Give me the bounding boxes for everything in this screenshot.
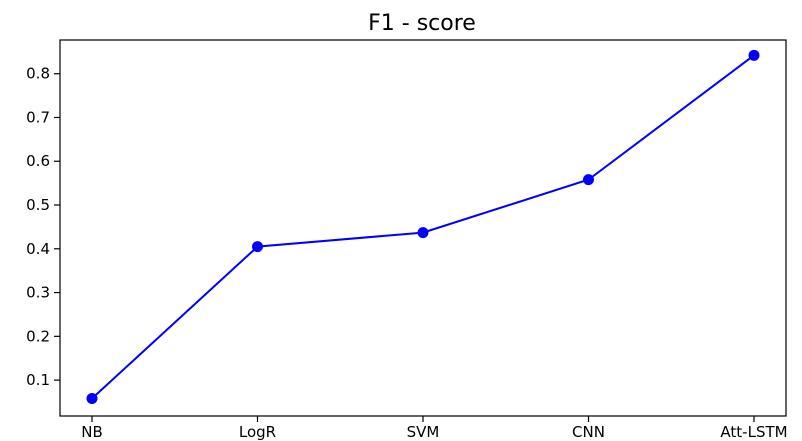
x-axis: NB LogR SVM CNN Att-LSTM: [81, 416, 788, 441]
y-tick-label: 0.6: [26, 152, 50, 170]
y-tick-label: 0.2: [26, 327, 50, 345]
x-tick-label: Att-LSTM: [720, 423, 787, 441]
x-tick-label: NB: [81, 423, 103, 441]
chart-title: F1 - score: [368, 11, 476, 36]
y-axis: 0.1 0.2 0.3 0.4 0.5 0.6 0.7 0.8: [26, 65, 60, 389]
y-tick-label: 0.7: [26, 108, 50, 126]
y-tick-label: 0.3: [26, 284, 50, 302]
data-point: [417, 227, 429, 239]
data-point: [583, 174, 594, 186]
y-tick-label: 0.8: [26, 65, 50, 83]
series-line: [91, 54, 755, 400]
y-tick-label: 0.1: [26, 371, 50, 389]
y-tick-label: 0.5: [26, 196, 50, 214]
data-point: [748, 49, 760, 61]
x-tick-label: CNN: [572, 423, 605, 441]
y-tick-label: 0.4: [26, 240, 50, 258]
data-point: [252, 241, 263, 253]
x-tick-label: LogR: [239, 423, 276, 441]
data-point: [86, 392, 98, 404]
x-tick-label: SVM: [407, 423, 440, 441]
series-layer: [86, 49, 760, 404]
